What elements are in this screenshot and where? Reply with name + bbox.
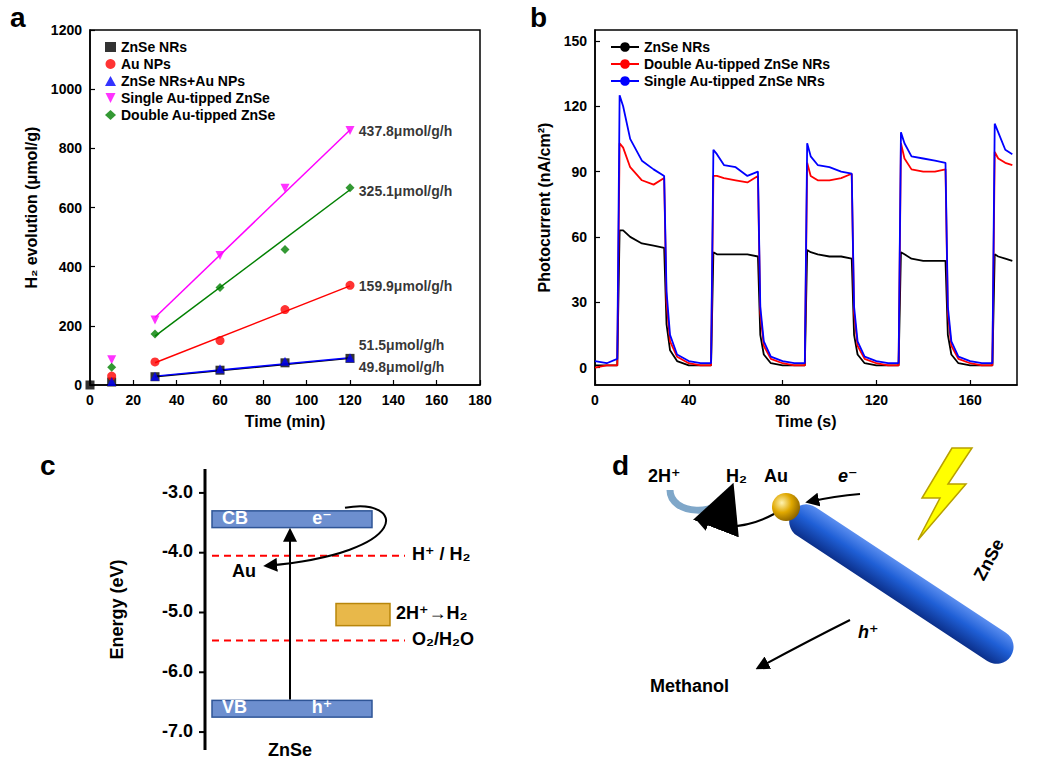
svg-text:ZnSe: ZnSe xyxy=(970,535,1008,583)
svg-text:30: 30 xyxy=(571,294,587,310)
svg-text:20: 20 xyxy=(126,392,142,408)
svg-text:O₂/H₂O: O₂/H₂O xyxy=(412,629,474,649)
svg-text:Time (s): Time (s) xyxy=(775,413,836,430)
svg-text:Photocurrent (nA/cm²): Photocurrent (nA/cm²) xyxy=(536,123,553,293)
svg-text:ZnSe NRs: ZnSe NRs xyxy=(644,39,710,55)
svg-text:VB: VB xyxy=(222,697,247,717)
svg-text:49.8μmol/g/h: 49.8μmol/g/h xyxy=(359,359,445,375)
svg-text:60: 60 xyxy=(571,229,587,245)
svg-text:0: 0 xyxy=(86,392,94,408)
svg-text:ZnSe NRs: ZnSe NRs xyxy=(121,39,187,55)
svg-text:Au: Au xyxy=(232,561,256,581)
svg-text:H⁺ / H₂: H⁺ / H₂ xyxy=(412,544,471,564)
svg-text:40: 40 xyxy=(681,392,697,408)
svg-text:Au NPs: Au NPs xyxy=(121,56,171,72)
svg-text:h⁺: h⁺ xyxy=(312,697,333,717)
html-text:a: a xyxy=(10,2,26,33)
svg-text:Double Au-tipped ZnSe NRs: Double Au-tipped ZnSe NRs xyxy=(644,56,830,72)
svg-text:Energy (eV): Energy (eV) xyxy=(107,559,127,659)
svg-text:Single Au-tipped ZnSe NRs: Single Au-tipped ZnSe NRs xyxy=(644,73,825,89)
svg-text:h⁺: h⁺ xyxy=(858,622,879,642)
svg-text:0: 0 xyxy=(74,377,82,393)
svg-text:180: 180 xyxy=(468,392,492,408)
html-text:d: d xyxy=(612,450,630,481)
svg-text:Au: Au xyxy=(764,466,788,486)
svg-text:437.8μmol/g/h: 437.8μmol/g/h xyxy=(359,123,452,139)
svg-text:51.5μmol/g/h: 51.5μmol/g/h xyxy=(359,337,445,353)
svg-text:325.1μmol/g/h: 325.1μmol/g/h xyxy=(359,183,452,199)
svg-text:1200: 1200 xyxy=(51,22,82,38)
svg-text:ZnSe NRs+Au NPs: ZnSe NRs+Au NPs xyxy=(121,73,245,89)
svg-text:160: 160 xyxy=(425,392,449,408)
svg-text:H₂: H₂ xyxy=(726,466,747,486)
svg-text:60: 60 xyxy=(212,392,228,408)
svg-text:2H⁺→H₂: 2H⁺→H₂ xyxy=(396,603,468,623)
svg-text:100: 100 xyxy=(295,392,319,408)
svg-text:90: 90 xyxy=(571,164,587,180)
svg-text:CB: CB xyxy=(222,508,248,528)
svg-text:0: 0 xyxy=(579,360,587,376)
svg-text:-5.0: -5.0 xyxy=(162,601,193,621)
svg-text:ZnSe: ZnSe xyxy=(268,740,312,760)
svg-text:159.9μmol/g/h: 159.9μmol/g/h xyxy=(359,278,452,294)
svg-text:-6.0: -6.0 xyxy=(162,661,193,681)
svg-text:Double Au-tipped ZnSe: Double Au-tipped ZnSe xyxy=(121,107,275,123)
svg-text:H₂ evolution (μmol/g): H₂ evolution (μmol/g) xyxy=(23,127,40,289)
svg-text:2H⁺: 2H⁺ xyxy=(648,466,681,486)
svg-text:80: 80 xyxy=(256,392,272,408)
svg-text:120: 120 xyxy=(338,392,362,408)
svg-text:e⁻: e⁻ xyxy=(312,508,332,528)
svg-text:0: 0 xyxy=(591,392,599,408)
svg-text:120: 120 xyxy=(564,98,588,114)
svg-text:150: 150 xyxy=(564,33,588,49)
html-text:c: c xyxy=(40,450,56,481)
svg-text:80: 80 xyxy=(775,392,791,408)
svg-text:120: 120 xyxy=(865,392,889,408)
svg-text:-4.0: -4.0 xyxy=(162,541,193,561)
svg-text:-7.0: -7.0 xyxy=(162,721,193,741)
svg-text:140: 140 xyxy=(382,392,406,408)
svg-text:Time (min): Time (min) xyxy=(245,413,326,430)
svg-text:-3.0: -3.0 xyxy=(162,482,193,502)
svg-text:40: 40 xyxy=(169,392,185,408)
svg-text:200: 200 xyxy=(59,318,83,334)
svg-text:400: 400 xyxy=(59,259,83,275)
svg-text:1000: 1000 xyxy=(51,81,82,97)
svg-text:600: 600 xyxy=(59,200,83,216)
svg-text:e⁻: e⁻ xyxy=(838,466,858,486)
svg-text:800: 800 xyxy=(59,140,83,156)
svg-text:Methanol: Methanol xyxy=(650,676,729,696)
svg-text:Single Au-tipped ZnSe: Single Au-tipped ZnSe xyxy=(121,90,270,106)
svg-text:160: 160 xyxy=(958,392,982,408)
html-text:b: b xyxy=(530,2,548,33)
